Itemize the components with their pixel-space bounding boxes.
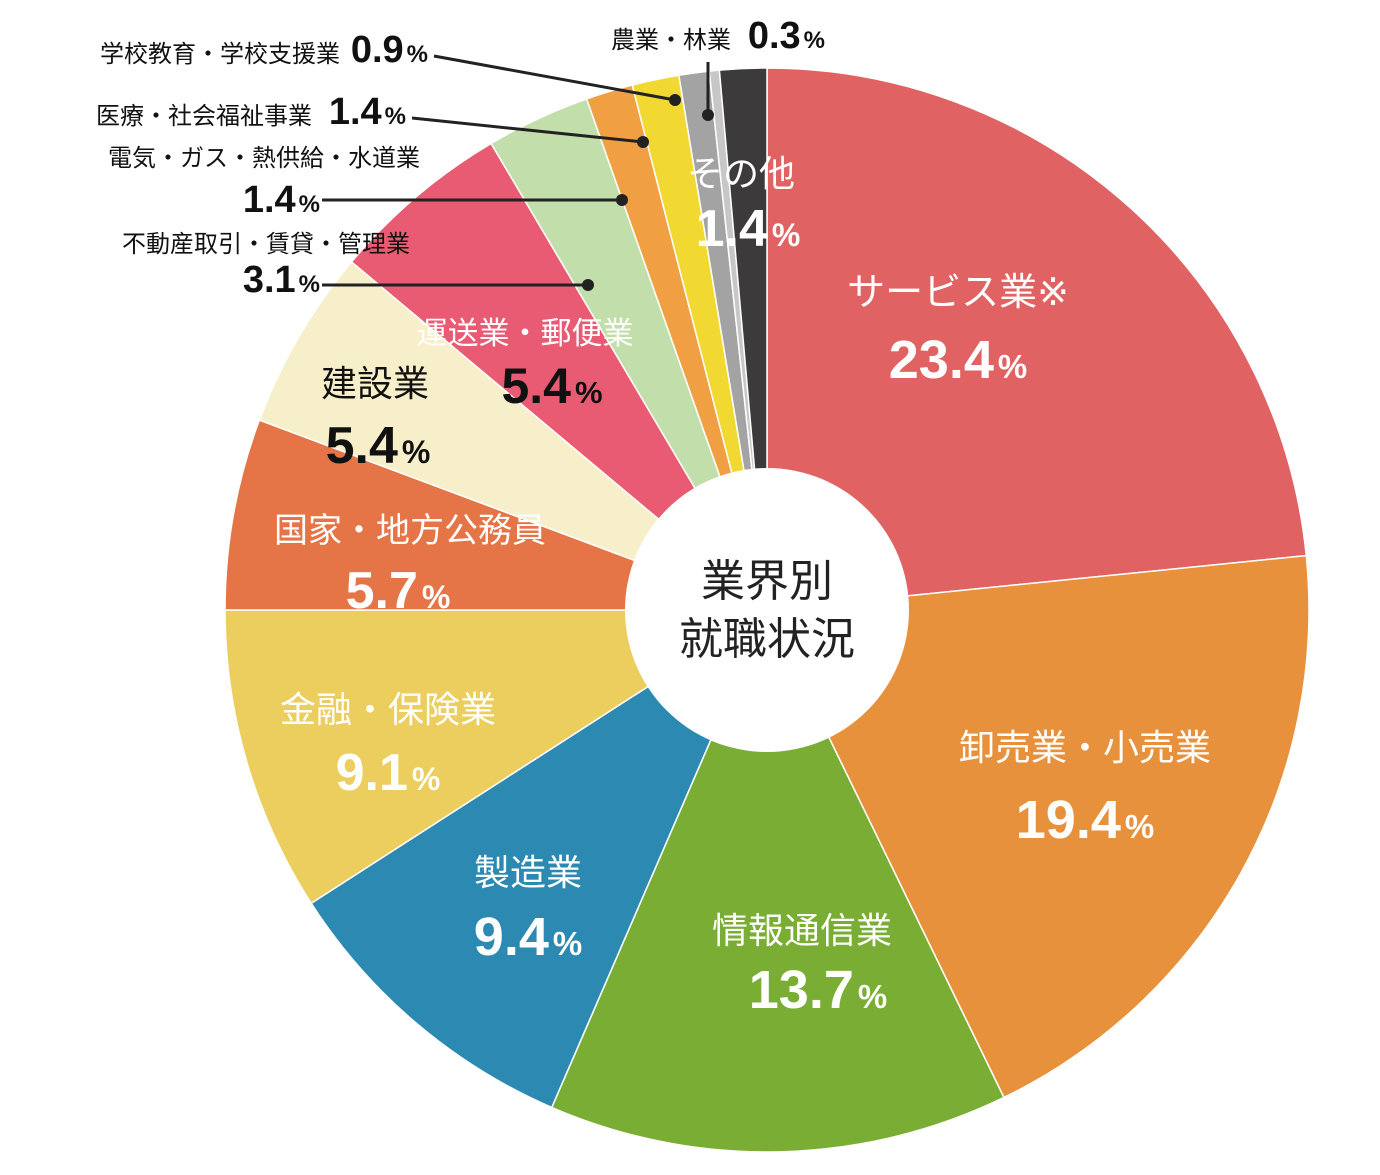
slice-value-11: 0.9%	[351, 29, 428, 71]
slice-3	[310, 608, 769, 1109]
slice-value-8: 3.1%	[243, 259, 320, 301]
slice-value-6: 5.4%	[326, 417, 431, 475]
center-hole	[625, 468, 909, 752]
slice-label-0: サービス業※	[847, 270, 1069, 314]
slice-value-9: 1.4%	[243, 179, 320, 221]
slice-4	[224, 609, 770, 905]
slice-5	[224, 419, 768, 611]
slice-label-6: 建設業	[321, 364, 429, 405]
center-title-line-1: 業界別	[701, 556, 833, 607]
slice-label-13: その他	[687, 154, 795, 195]
slice-value-4: 9.1%	[336, 744, 441, 802]
slice-2	[550, 608, 1005, 1153]
slice-value-3: 9.4%	[474, 907, 582, 967]
slice-value-10: 1.4%	[329, 91, 406, 133]
slice-label-2: 情報通信業	[712, 911, 892, 952]
slice-value-7: 5.4%	[501, 358, 602, 414]
slice-label-11: 学校教育・学校支援業	[100, 40, 340, 68]
slice-value-0: 23.4%	[889, 330, 1027, 390]
slice-value-1: 19.4%	[1016, 790, 1154, 850]
slice-value-2: 13.7%	[749, 960, 887, 1020]
slice-value-5: 5.7%	[346, 562, 451, 620]
slice-label-12: 農業・林業	[611, 26, 731, 54]
slice-label-10: 医療・社会福祉事業	[96, 102, 312, 130]
slice-label-9: 電気・ガス・熱供給・水道業	[108, 144, 420, 172]
leader-dot-8	[582, 279, 594, 291]
leader-line-10	[411, 116, 644, 144]
pie-slices	[224, 67, 1310, 1153]
slice-label-3: 製造業	[474, 853, 582, 894]
leader-dot-10	[637, 136, 649, 148]
slice-7	[350, 142, 768, 611]
slice-label-5: 国家・地方公務員	[274, 511, 546, 551]
slice-label-1: 卸売業・小売業	[959, 728, 1211, 769]
center-title-line-2: 就職状況	[679, 614, 855, 665]
slice-label-4: 金融・保険業	[280, 690, 496, 731]
leader-dot-9	[616, 194, 628, 206]
slice-0	[766, 67, 1308, 611]
leader-lines	[322, 54, 714, 291]
slice-label-8: 不動産取引・賃貸・管理業	[122, 230, 410, 258]
leader-line-11	[433, 54, 676, 102]
slice-value-13: 1.4%	[696, 200, 801, 258]
slice-6	[258, 260, 768, 611]
slice-labels: サービス業※ 23.4 % 卸売業・小売業 19.4 % 情報通信業 13.7 % 製造業 9.4%…	[96, 15, 1211, 1020]
slice-label-7: 運送業・郵便業	[417, 316, 634, 352]
leader-dot-12	[702, 109, 714, 121]
slice-value-12: 0.3%	[748, 15, 825, 57]
leader-dot-11	[669, 94, 681, 106]
slice-1	[765, 554, 1310, 1099]
